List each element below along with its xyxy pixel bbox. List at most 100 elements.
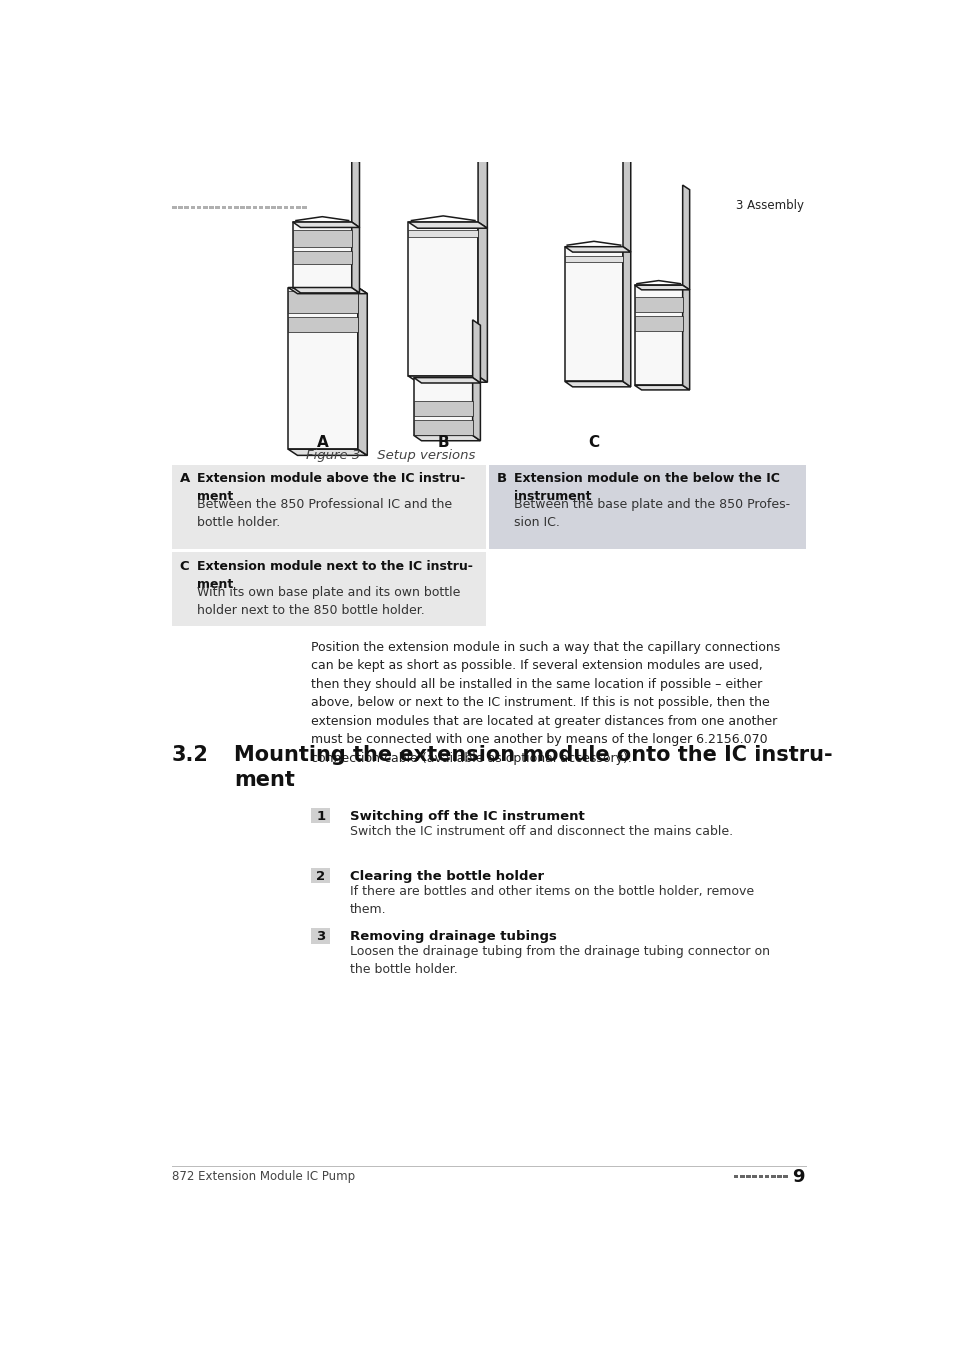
Polygon shape <box>408 221 487 228</box>
Bar <box>246 207 251 209</box>
Text: If there are bottles and other items on the bottle holder, remove
them.: If there are bottles and other items on … <box>350 886 754 915</box>
Text: C: C <box>179 560 189 574</box>
Text: 2: 2 <box>315 871 325 883</box>
Polygon shape <box>357 288 367 455</box>
Text: B: B <box>497 472 506 485</box>
Bar <box>752 1176 757 1179</box>
Bar <box>782 1176 787 1179</box>
Polygon shape <box>408 377 487 382</box>
Bar <box>295 207 300 209</box>
Bar <box>215 207 220 209</box>
Bar <box>196 207 201 209</box>
Polygon shape <box>477 68 487 228</box>
Text: 3.2: 3.2 <box>172 745 209 765</box>
Text: Extension module above the IC instru-
ment: Extension module above the IC instru- me… <box>196 472 464 502</box>
Bar <box>191 207 195 209</box>
Text: Mounting the extension module onto the IC instru-
ment: Mounting the extension module onto the I… <box>233 745 832 791</box>
Polygon shape <box>682 185 689 290</box>
Bar <box>777 1176 781 1179</box>
Text: A: A <box>179 472 190 485</box>
Text: Switch the IC instrument off and disconnect the mains cable.: Switch the IC instrument off and disconn… <box>350 825 733 838</box>
Bar <box>233 207 238 209</box>
Bar <box>408 230 477 238</box>
Polygon shape <box>564 247 622 382</box>
Bar <box>488 464 805 549</box>
Polygon shape <box>293 221 352 288</box>
Polygon shape <box>472 320 480 383</box>
Bar <box>758 1176 762 1179</box>
Text: With its own base plate and its own bottle
holder next to the 850 bottle holder.: With its own base plate and its own bott… <box>196 586 459 617</box>
Bar <box>172 552 485 625</box>
Bar <box>564 256 622 262</box>
Text: Extension module next to the IC instru-
ment: Extension module next to the IC instru- … <box>196 560 472 590</box>
Text: 3: 3 <box>315 930 325 944</box>
Bar <box>311 868 330 883</box>
Text: A: A <box>316 435 329 451</box>
Polygon shape <box>414 435 480 440</box>
Text: 3 Assembly: 3 Assembly <box>736 200 803 212</box>
Polygon shape <box>564 382 630 387</box>
Text: Between the 850 Professional IC and the
bottle holder.: Between the 850 Professional IC and the … <box>196 498 452 529</box>
Polygon shape <box>357 288 367 455</box>
Bar <box>178 207 183 209</box>
Bar <box>311 929 330 944</box>
Bar <box>265 207 270 209</box>
Bar <box>745 1176 750 1179</box>
Polygon shape <box>634 285 689 290</box>
Bar <box>634 316 682 331</box>
Bar <box>172 207 176 209</box>
Polygon shape <box>564 247 630 252</box>
Bar <box>414 401 472 416</box>
Polygon shape <box>352 221 359 293</box>
Polygon shape <box>622 112 630 252</box>
Text: Extension module on the below the IC
instrument: Extension module on the below the IC ins… <box>513 472 779 502</box>
Bar <box>240 207 245 209</box>
Polygon shape <box>477 221 487 382</box>
Polygon shape <box>288 288 367 294</box>
Bar <box>184 207 189 209</box>
Polygon shape <box>634 285 682 385</box>
Polygon shape <box>293 288 359 293</box>
Text: Clearing the bottle holder: Clearing the bottle holder <box>350 871 544 883</box>
Polygon shape <box>622 247 630 387</box>
Text: Loosen the drainage tubing from the drainage tubing connector on
the bottle hold: Loosen the drainage tubing from the drai… <box>350 945 769 976</box>
Text: C: C <box>587 435 598 451</box>
Bar <box>293 230 352 247</box>
Text: B: B <box>436 435 449 451</box>
Text: Between the base plate and the 850 Profes-
sion IC.: Between the base plate and the 850 Profe… <box>513 498 789 529</box>
Text: Switching off the IC instrument: Switching off the IC instrument <box>350 810 584 824</box>
Bar <box>740 1176 744 1179</box>
Bar <box>258 207 263 209</box>
Bar <box>414 420 472 435</box>
Polygon shape <box>288 450 367 455</box>
Bar <box>271 207 275 209</box>
Polygon shape <box>682 285 689 390</box>
Bar <box>209 207 213 209</box>
Text: Figure 3    Setup versions: Figure 3 Setup versions <box>306 450 475 462</box>
Text: 9: 9 <box>791 1168 803 1185</box>
Polygon shape <box>414 378 472 435</box>
Bar <box>288 292 357 313</box>
Polygon shape <box>414 378 480 383</box>
Bar <box>172 464 485 549</box>
Bar <box>203 207 208 209</box>
Polygon shape <box>408 221 477 377</box>
Bar <box>228 207 233 209</box>
Text: 872 Extension Module IC Pump: 872 Extension Module IC Pump <box>172 1170 355 1184</box>
Bar <box>288 317 357 332</box>
Polygon shape <box>634 385 689 390</box>
Polygon shape <box>293 221 359 227</box>
Bar <box>283 207 288 209</box>
Bar <box>733 1176 738 1179</box>
Polygon shape <box>472 378 480 440</box>
Bar <box>221 207 226 209</box>
Text: Position the extension module in such a way that the capillary connections
can b: Position the extension module in such a … <box>311 641 780 765</box>
Bar <box>293 251 352 265</box>
Bar <box>290 207 294 209</box>
Bar <box>764 1176 769 1179</box>
Text: 1: 1 <box>315 810 325 824</box>
Bar <box>302 207 307 209</box>
Polygon shape <box>288 288 357 450</box>
Bar <box>253 207 257 209</box>
Bar <box>311 809 330 824</box>
